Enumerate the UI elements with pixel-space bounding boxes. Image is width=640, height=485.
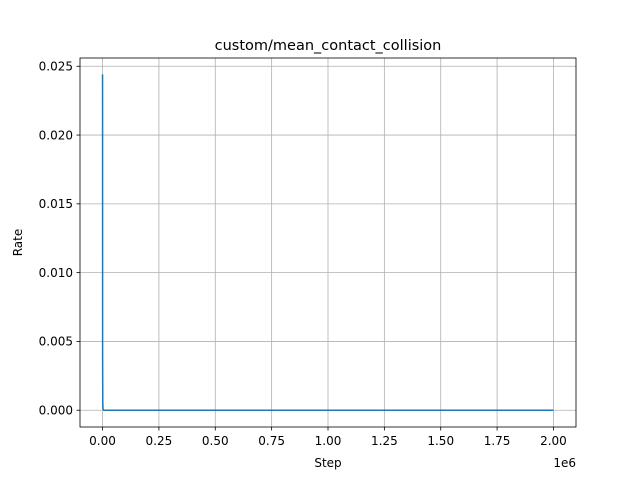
y-tick-label: 0.020: [39, 128, 73, 142]
axis-ticks: 0.00 0.25 0.50 0.75 1.00 1.25 1.50 1.75 2.00 0.00…: [39, 60, 567, 448]
x-axis-label: Step: [314, 456, 341, 470]
x-axis-offset-label: 1e6: [553, 456, 576, 470]
y-tick-label: 0.000: [39, 404, 73, 418]
grid: [80, 58, 576, 427]
x-tick-label: 0.75: [258, 434, 285, 448]
x-tick-label: 1.75: [484, 434, 511, 448]
chart-title: custom/mean_contact_collision: [215, 38, 442, 54]
y-tick-label: 0.015: [39, 197, 73, 211]
x-tick-label: 0.50: [202, 434, 229, 448]
y-tick-label: 0.005: [39, 335, 73, 349]
x-tick-label: 1.25: [371, 434, 398, 448]
y-tick-label: 0.010: [39, 266, 73, 280]
x-tick-label: 2.00: [540, 434, 567, 448]
y-tick-label: 0.025: [39, 60, 73, 74]
x-tick-label: 1.00: [315, 434, 342, 448]
series-layer: [101, 74, 554, 411]
y-axis-label: Rate: [11, 229, 25, 257]
x-tick-label: 0.25: [146, 434, 173, 448]
series-line: [101, 74, 554, 411]
x-tick-label: 1.50: [427, 434, 454, 448]
x-tick-label: 0.00: [89, 434, 116, 448]
